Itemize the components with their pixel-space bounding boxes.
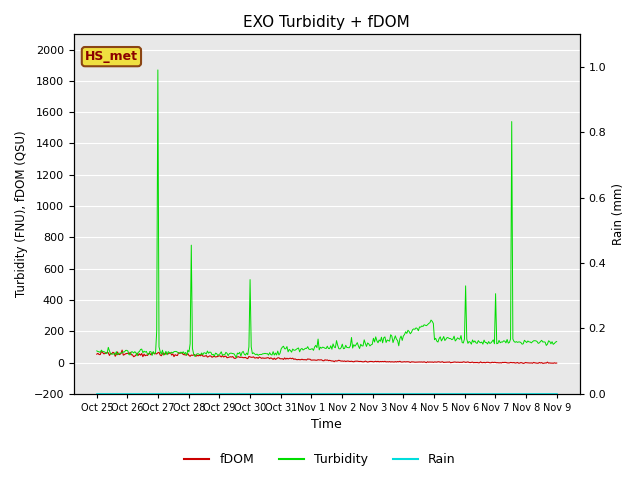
Y-axis label: Rain (mm): Rain (mm) [612,183,625,245]
Title: EXO Turbidity + fDOM: EXO Turbidity + fDOM [243,15,410,30]
Text: HS_met: HS_met [85,50,138,63]
Y-axis label: Turbidity (FNU), fDOM (QSU): Turbidity (FNU), fDOM (QSU) [15,131,28,297]
X-axis label: Time: Time [311,419,342,432]
Legend: fDOM, Turbidity, Rain: fDOM, Turbidity, Rain [179,448,461,471]
